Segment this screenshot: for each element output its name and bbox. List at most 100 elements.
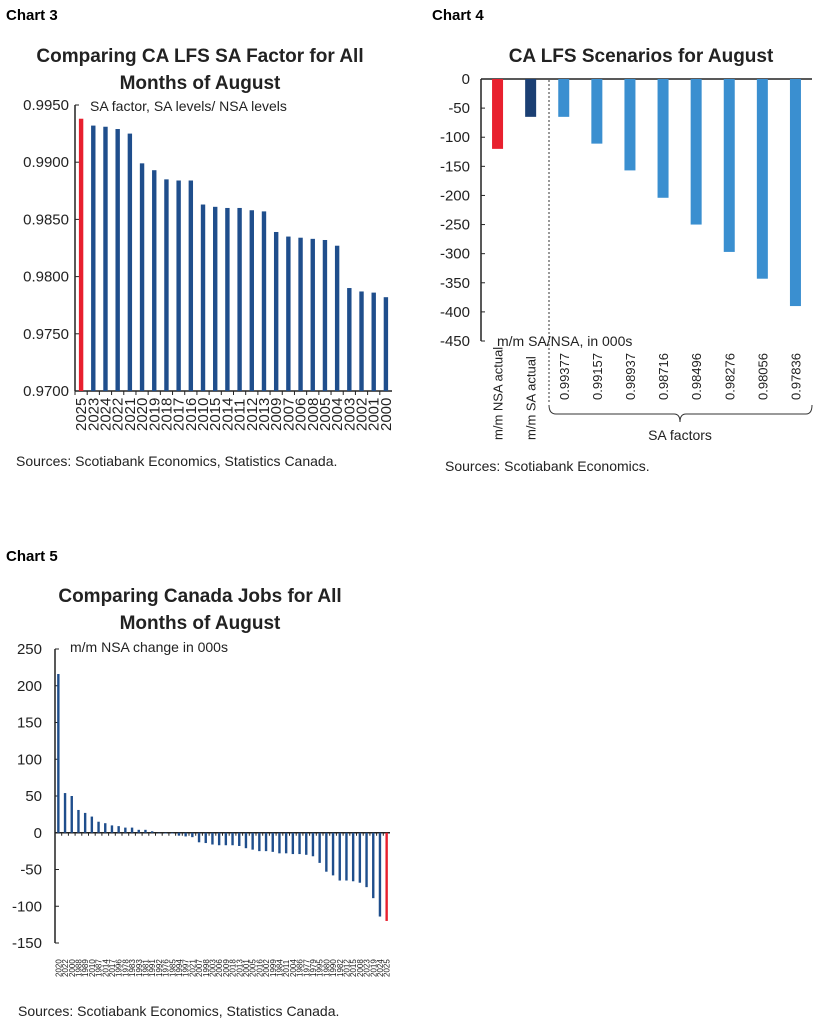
chart-3-x-label: 2015 bbox=[207, 398, 224, 431]
chart-3-bar-2006 bbox=[298, 237, 303, 391]
chart-3-x-label: 2001 bbox=[366, 398, 383, 431]
chart-5-y-tick-label: 150 bbox=[17, 715, 42, 732]
chart-3-x-label: 2019 bbox=[146, 398, 163, 431]
chart-5-x-label: 2016 bbox=[255, 959, 264, 977]
chart-4-label: Chart 4 bbox=[432, 7, 484, 24]
chart-4-y-tick-label: -400 bbox=[440, 304, 470, 321]
chart-3-label: Chart 3 bbox=[6, 7, 58, 24]
chart-5-x-label: 2005 bbox=[249, 959, 258, 977]
chart-5-x-label: 2012 bbox=[342, 959, 351, 977]
chart-3-bar-2021 bbox=[127, 133, 133, 391]
chart-5-bar-2019 bbox=[372, 832, 375, 899]
chart-4-source: Sources: Scotiabank Economics. bbox=[445, 458, 650, 474]
chart-5-bar-1993 bbox=[137, 829, 140, 833]
chart-5-bar-1980 bbox=[325, 832, 328, 872]
chart-5-bar-2012 bbox=[345, 832, 348, 881]
chart-3-y-tick-label: 0.9950 bbox=[23, 97, 69, 114]
chart-5-x-label: 2003 bbox=[208, 959, 217, 977]
chart-3-bar-2007 bbox=[286, 236, 291, 391]
chart-4-bar-7 bbox=[690, 79, 702, 225]
chart-5-bar-1988 bbox=[77, 809, 80, 833]
chart-5-x-label: 2000 bbox=[68, 959, 77, 977]
chart-5-y-tick-label: 50 bbox=[25, 788, 42, 805]
chart-5-x-label: 2025 bbox=[383, 959, 392, 977]
chart-5-bar-1994 bbox=[177, 832, 181, 836]
chart-5-x-label: 2006 bbox=[215, 959, 224, 977]
chart-4-bar-3 bbox=[558, 79, 570, 117]
chart-3-x-label: 2005 bbox=[317, 398, 334, 431]
chart-5-bar-2005 bbox=[251, 832, 254, 850]
chart-3-x-label: 2008 bbox=[305, 398, 322, 431]
chart-3-bar-2003 bbox=[347, 288, 352, 391]
chart-5-x-label: 2015 bbox=[349, 959, 358, 977]
chart-3-bar-2025 bbox=[78, 118, 84, 391]
chart-5-bar-2007 bbox=[197, 832, 201, 843]
chart-5-bar-2010 bbox=[90, 816, 94, 833]
chart-4-x-label: 0.98276 bbox=[722, 353, 737, 400]
chart-3-x-label: 2017 bbox=[171, 398, 188, 431]
chart-5-y-tick-label: 250 bbox=[17, 641, 42, 658]
chart-5-ylabel: m/m NSA change in 000s bbox=[70, 639, 228, 655]
chart-5-x-label: 2019 bbox=[369, 959, 378, 977]
chart-4-y-tick-label: -350 bbox=[440, 275, 470, 292]
chart-4-bar-6 bbox=[657, 79, 669, 198]
chart-5-x-label: 1986 bbox=[296, 959, 305, 977]
chart-5-bar-1992 bbox=[157, 832, 161, 834]
chart-5-bar-1990 bbox=[331, 832, 335, 876]
chart-3-x-label: 2014 bbox=[219, 398, 236, 431]
chart-4-y-tick-label: -100 bbox=[440, 129, 470, 146]
chart-5-y-tick-label: 100 bbox=[17, 751, 42, 768]
chart-5-bar-2016 bbox=[258, 832, 261, 852]
chart-5-bar-2018 bbox=[231, 832, 234, 846]
chart-5-x-label: 2009 bbox=[222, 959, 231, 977]
chart-3-bar-2008 bbox=[310, 238, 315, 391]
chart-5-bar-1995 bbox=[318, 832, 321, 863]
chart-5-x-label: 2007 bbox=[195, 959, 204, 977]
chart-5-bar-2017 bbox=[110, 825, 114, 833]
chart-5-bar-2014 bbox=[104, 823, 107, 833]
chart-3-bar-2014 bbox=[225, 207, 230, 391]
chart-5-title-line2: Months of August bbox=[120, 613, 281, 634]
chart-5-bar-1976 bbox=[164, 832, 167, 834]
chart-5-x-label: 2020 bbox=[54, 959, 63, 977]
chart-3-y-tick-label: 0.9750 bbox=[23, 326, 69, 343]
chart-5-x-label: 1996 bbox=[115, 959, 124, 977]
chart-3-bar-2018 bbox=[164, 179, 169, 391]
chart-5-x-label: 2021 bbox=[188, 959, 197, 977]
chart-5-label: Chart 5 bbox=[6, 548, 58, 565]
chart-3-bar-2005 bbox=[322, 239, 328, 391]
chart-5-x-label: 1985 bbox=[168, 959, 177, 977]
chart-3-bar-2000 bbox=[383, 297, 389, 391]
chart-5-bar-2021 bbox=[191, 832, 194, 838]
chart-5-x-label: 1984 bbox=[275, 959, 284, 977]
chart-5-x-label: 2002 bbox=[262, 959, 271, 977]
chart-3-bar-2011 bbox=[237, 207, 242, 391]
chart-4-group-label: SA factors bbox=[648, 427, 712, 443]
chart-4-y-tick-label: 0 bbox=[462, 71, 470, 88]
chart-5-x-label: 1976 bbox=[162, 959, 171, 977]
chart-4-bar-2 bbox=[525, 79, 537, 117]
chart-3-bar-2016 bbox=[188, 180, 194, 391]
chart-3-bar-2022 bbox=[115, 129, 120, 392]
chart-5-bar-2025 bbox=[385, 832, 388, 921]
chart-5-x-label: 1982 bbox=[336, 959, 345, 977]
chart-5-bar-2009 bbox=[224, 832, 228, 846]
chart-4-bar-4 bbox=[591, 79, 603, 144]
chart-5-bar-1984 bbox=[278, 832, 281, 854]
chart-5-x-label: 1992 bbox=[155, 959, 164, 977]
chart-5-bar-2008 bbox=[358, 832, 362, 883]
chart-5-bar-2011 bbox=[284, 832, 288, 854]
chart-3-x-label: 2000 bbox=[378, 398, 395, 431]
chart-3-bar-2017 bbox=[176, 180, 181, 391]
chart-3-bar-2013 bbox=[261, 211, 267, 391]
chart-5-bar-2006 bbox=[217, 832, 221, 846]
chart-3-x-label: 2010 bbox=[195, 398, 212, 431]
chart-5-x-label: 2017 bbox=[108, 959, 117, 977]
chart-5-x-label: 1995 bbox=[316, 959, 325, 977]
chart-5-x-label: 2013 bbox=[235, 959, 244, 977]
chart-5-bar-1989 bbox=[83, 812, 87, 833]
chart-3-y-tick-label: 0.9850 bbox=[23, 211, 69, 228]
chart-3-x-label: 2020 bbox=[134, 398, 151, 431]
chart-3-x-label: 2021 bbox=[122, 398, 139, 431]
